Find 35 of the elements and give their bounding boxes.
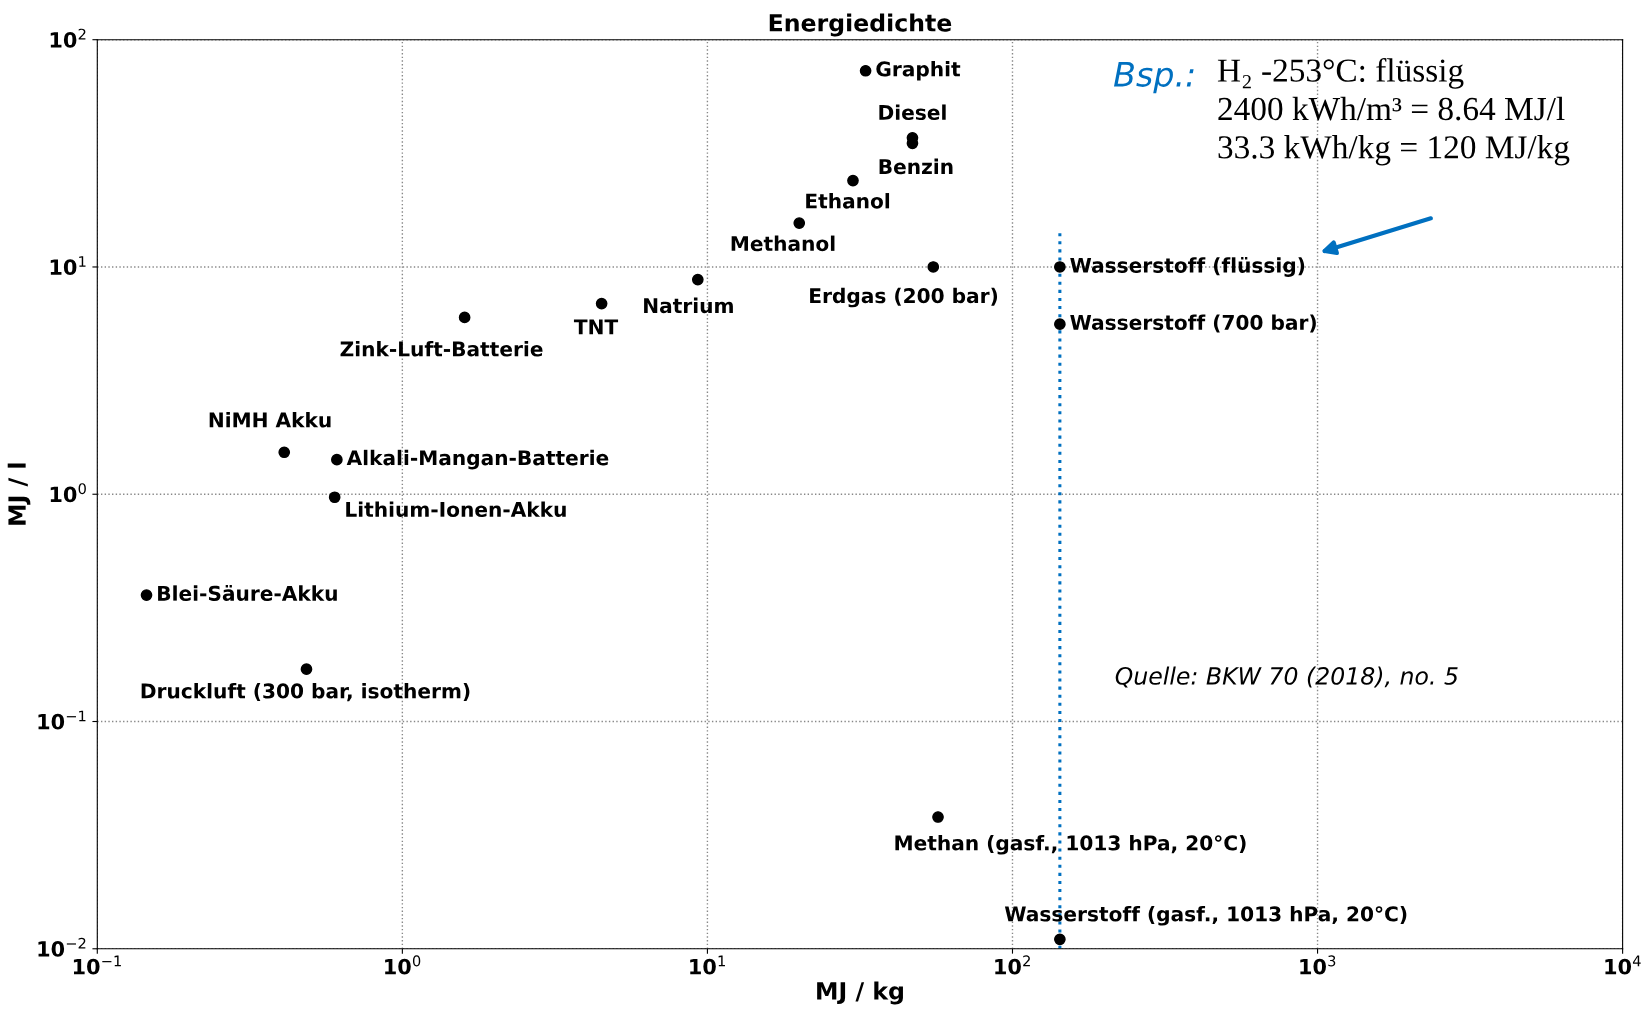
annotation: Druckluft (300 bar, isotherm) (141, 683, 470, 702)
annotation: Diesel (879, 104, 946, 121)
x-tick-label: 10$^{0}$ (385, 955, 421, 975)
x-tick-label: 10$^{4}$ (1605, 955, 1641, 975)
annotation: Methanol (731, 235, 835, 252)
annotation: Quelle: BKW 70 (2018), no. 5 (1115, 666, 1458, 688)
annotation: Ethanol (806, 193, 890, 209)
x-tick-label: 10$^{2}$ (995, 955, 1030, 975)
annotation: Natrium (644, 297, 733, 314)
y-tick-label: 10$^{1}$ (50, 256, 86, 276)
x-tick-label: 10$^{3}$ (1300, 955, 1336, 975)
annotation: Blei-Säure-Akku (158, 585, 337, 601)
y-tick-label: 10$^{2}$ (50, 28, 86, 48)
x-tick-label: 10$^{−1}$ (73, 955, 121, 975)
annotation: Wasserstoff (700 bar) (1070, 314, 1316, 333)
annotation: Alkali-Mangan-Batterie (346, 449, 609, 470)
annotation: Wasserstoff (flüssig) (1070, 257, 1305, 277)
y-tick-label: 10$^{0}$ (50, 483, 86, 503)
annotation: Methan (gasf., 1013 hPa, 20°C) (895, 834, 1246, 855)
y-tick-label: 10$^{−2}$ (38, 937, 86, 957)
x-axis-title: MJ / kg (817, 981, 903, 1005)
annotation: NiMH Akku (209, 411, 331, 428)
annotation: TNT (573, 319, 619, 335)
x-tick-label: 10$^{1}$ (690, 955, 725, 975)
y-tick-label: 10$^{−1}$ (38, 710, 86, 730)
annotation: Bsp.: (1113, 62, 1194, 94)
annotation: H₂ -253°C: flüssig 2400 kWh/m³ = 8.64 MJ/l 33.3 kWh/kg = 120 MJ/kg (1217, 58, 1570, 166)
annotation: Benzin (879, 158, 953, 175)
annotation: Erdgas (200 bar) (810, 287, 998, 308)
y-axis-title: MJ / l (7, 463, 31, 525)
annotation: Graphit (876, 61, 961, 81)
annotation: Wasserstoff (gasf., 1013 hPa, 20°C) (1004, 905, 1407, 926)
annotation: Lithium-Ionen-Akku (346, 501, 566, 517)
annotation: Zink-Luft-Batterie (340, 340, 543, 357)
chart-title: Energiedichte (769, 13, 952, 37)
